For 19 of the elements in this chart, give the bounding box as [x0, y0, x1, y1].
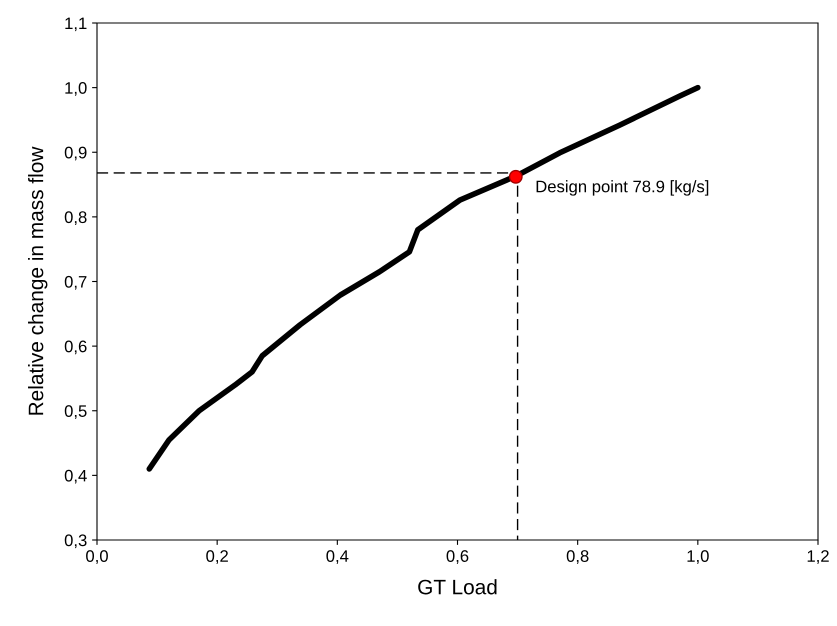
x-tick-label: 0,2 [206, 550, 228, 564]
y-axis-title: Relative change in mass flow [28, 146, 48, 415]
x-tick-label: 0,0 [86, 550, 108, 564]
y-tick-label: 0,3 [64, 534, 87, 548]
x-tick-label: 0,8 [566, 550, 589, 564]
x-axis-title: GT Load [418, 579, 497, 594]
x-tick-label: 1,0 [688, 550, 709, 564]
y-tick-label: 0,7 [64, 276, 86, 290]
y-tick-label: 0,4 [64, 470, 87, 484]
y-tick-label: 0,8 [64, 211, 87, 226]
y-tick-label: 0,9 [64, 146, 86, 160]
x-tick-label: 0,4 [326, 550, 348, 564]
y-tick-label: 1,0 [65, 82, 87, 96]
x-tick-label: 0,6 [446, 550, 468, 564]
y-tick-label: 1,1 [65, 18, 86, 32]
x-tick-label: 1,2 [808, 550, 829, 564]
y-tick-label: 0,5 [64, 405, 87, 419]
y-tick-label: 0,6 [64, 340, 87, 354]
annotation: Design point 78.9 [kg/s] [536, 180, 708, 196]
